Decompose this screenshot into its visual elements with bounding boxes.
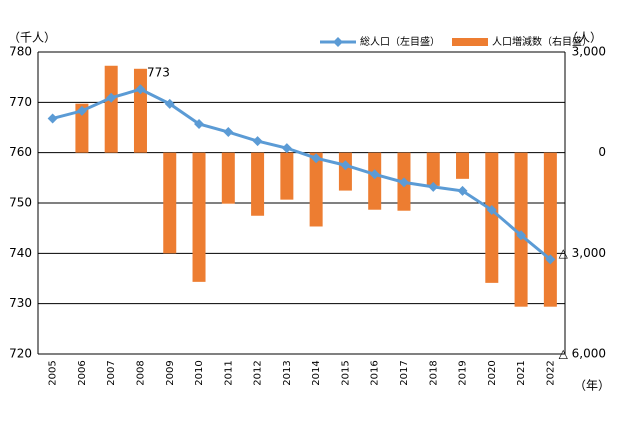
x-tick-label: 2022 [545, 360, 556, 385]
bar [104, 65, 118, 153]
point-marker [47, 113, 58, 124]
x-tick-label: 2017 [399, 360, 410, 385]
x-tick-label: 2016 [370, 360, 381, 385]
y2-tick-label: △ 3,000 [559, 246, 606, 260]
y-tick-label: 750 [9, 196, 32, 210]
bar [543, 152, 557, 307]
bar [75, 103, 89, 153]
legend-label: 人口増減数（右目盛） [492, 35, 592, 48]
x-axis-label: （年） [574, 379, 610, 393]
x-tick-label: 2005 [48, 360, 59, 385]
x-tick-label: 2012 [253, 360, 264, 385]
point-marker [457, 185, 468, 196]
bar [514, 152, 528, 307]
bar [133, 68, 147, 153]
bar [485, 152, 499, 283]
legend-label: 総人口（左目盛） [360, 35, 440, 48]
x-tick-label: 2008 [135, 360, 146, 385]
data-label: 773 [147, 66, 170, 80]
x-tick-label: 2015 [340, 360, 351, 385]
y2-tick-label: 3,000 [572, 45, 606, 59]
x-tick-label: 2018 [428, 360, 439, 385]
x-tick-label: 2013 [282, 360, 293, 385]
bar [221, 152, 235, 204]
y-tick-label: 770 [9, 95, 32, 109]
bar [251, 152, 265, 216]
point-marker [311, 153, 322, 164]
bar [456, 152, 470, 179]
x-tick-label: 2006 [77, 360, 88, 385]
point-marker [194, 118, 205, 129]
y2-tick-label: 0 [598, 145, 606, 159]
bar [163, 152, 177, 254]
y-tick-label: 760 [9, 145, 32, 159]
point-marker [106, 92, 117, 103]
point-marker [252, 136, 263, 147]
y-tick-label: 730 [9, 296, 32, 310]
bar [192, 152, 206, 282]
x-tick-label: 2020 [487, 360, 498, 385]
legend-swatch [333, 37, 343, 47]
x-tick-label: 2014 [311, 360, 322, 385]
point-marker [398, 177, 409, 188]
x-tick-label: 2010 [194, 360, 205, 385]
point-marker [340, 160, 351, 171]
bar [338, 152, 352, 191]
point-marker [135, 84, 146, 95]
point-marker [76, 105, 87, 116]
point-marker [516, 230, 527, 241]
y2-axis-label: （人） [566, 31, 602, 45]
bar [280, 152, 294, 200]
x-tick-label: 2011 [223, 360, 234, 385]
bar [368, 152, 382, 210]
x-tick-label: 2019 [458, 360, 469, 385]
point-marker [545, 254, 556, 265]
y-tick-label: 740 [9, 246, 32, 260]
bar [426, 152, 440, 186]
y-tick-label: 780 [9, 45, 32, 59]
legend-swatch [452, 38, 488, 46]
line [52, 87, 552, 261]
point-marker [428, 181, 439, 192]
point-marker [223, 127, 234, 138]
y2-tick-label: △ 6,000 [559, 347, 606, 361]
point-marker [369, 169, 380, 180]
x-tick-label: 2021 [516, 360, 527, 385]
x-tick-label: 2007 [106, 360, 117, 385]
bar [309, 152, 323, 227]
point-marker [281, 143, 292, 154]
x-tick-label: 2009 [165, 360, 176, 385]
point-marker [164, 98, 175, 109]
y-tick-label: 720 [9, 347, 32, 361]
point-marker [486, 205, 497, 216]
y-axis-label: （千人） [8, 31, 56, 45]
